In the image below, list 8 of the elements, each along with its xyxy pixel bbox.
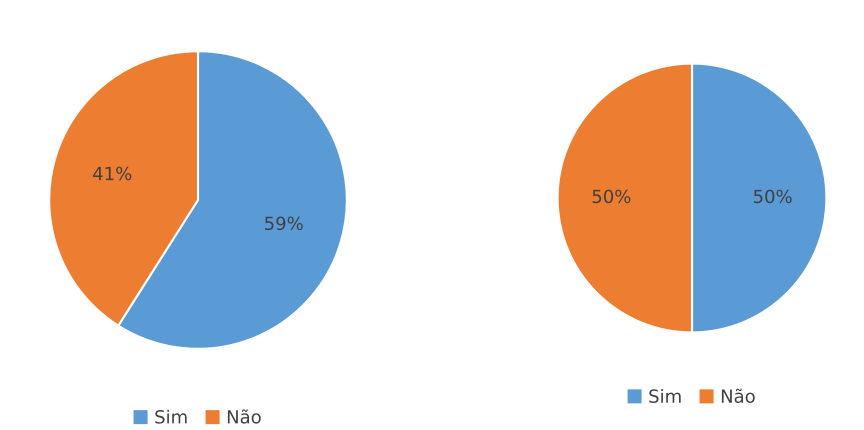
legend-label: Não [228,409,261,424]
data-label: 50% [754,190,792,204]
data-label: 59% [265,216,303,230]
data-label: 41% [93,166,132,180]
legend-label: Sim [649,388,681,403]
legend-label: Sim [155,410,187,424]
legend-label: Não [722,388,755,403]
data-label: 50% [592,190,630,204]
